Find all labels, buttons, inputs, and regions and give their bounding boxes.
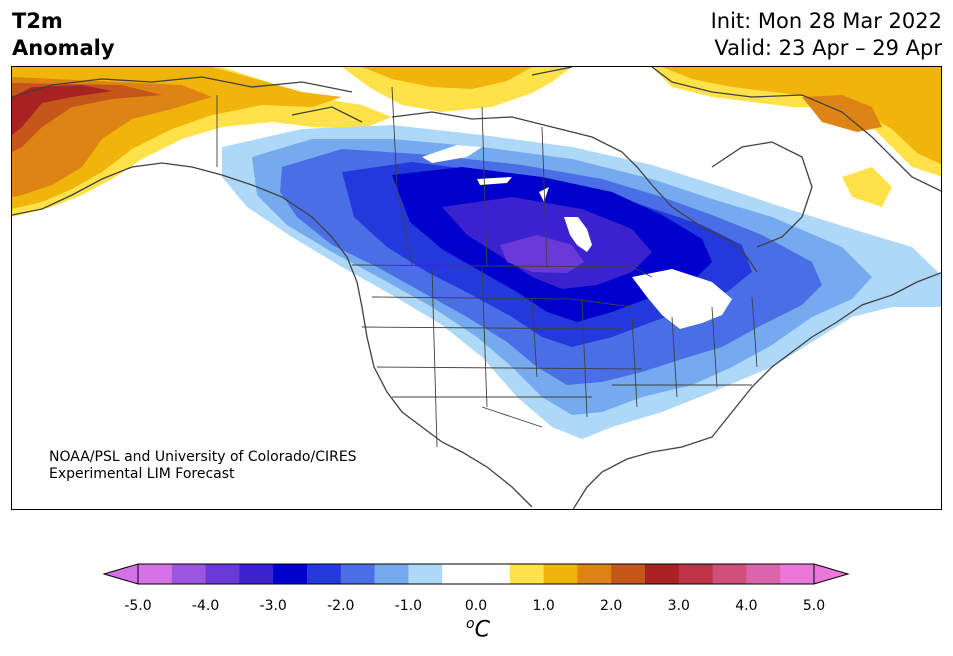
warm-region-arctic-2 bbox=[362, 67, 532, 89]
colorbar-cell bbox=[780, 564, 815, 584]
colorbar-tick-label: -1.0 bbox=[394, 598, 423, 614]
colorbar-tick-label: -3.0 bbox=[259, 598, 287, 614]
colorbar-tick-label: -5.0 bbox=[124, 598, 152, 614]
cold-anomaly-7 bbox=[500, 235, 584, 273]
colorbar-cell bbox=[340, 564, 376, 584]
colorbar bbox=[103, 563, 850, 585]
colorbar-cell bbox=[273, 564, 308, 584]
colorbar-tick-label: 0.0 bbox=[464, 598, 488, 614]
colorbar-cell bbox=[543, 564, 578, 584]
colorbar-cells bbox=[138, 564, 815, 584]
colorbar-cell bbox=[442, 564, 477, 584]
colorbar-units: oC bbox=[466, 616, 490, 642]
units-degree: o bbox=[466, 616, 475, 632]
colorbar-cell bbox=[645, 564, 680, 584]
title-anomaly: Anomaly bbox=[12, 36, 115, 60]
colorbar-cell bbox=[374, 564, 409, 584]
political-borders bbox=[216, 86, 758, 448]
warm-region-alaska-5 bbox=[12, 85, 112, 135]
colorbar-tick-label: 3.0 bbox=[667, 598, 690, 614]
init-date: Init: Mon 28 Mar 2022 bbox=[710, 9, 942, 33]
warm-region-labrador bbox=[842, 167, 892, 207]
colorbar-tick-label: 1.0 bbox=[532, 598, 555, 614]
valid-range: Valid: 23 Apr – 29 Apr bbox=[714, 36, 942, 60]
forecast-dates: Init: Mon 28 Mar 2022 Valid: 23 Apr – 29… bbox=[711, 8, 942, 62]
colorbar-cell bbox=[577, 564, 612, 584]
colorbar-cell bbox=[408, 564, 443, 584]
map-panel bbox=[11, 66, 942, 510]
colorbar-cell bbox=[205, 564, 240, 584]
great-lakes bbox=[632, 269, 732, 329]
colorbar-cell bbox=[138, 564, 173, 584]
units-celsius: C bbox=[474, 617, 490, 643]
colorbar-cell bbox=[678, 564, 714, 584]
colorbar-tick-label: -2.0 bbox=[327, 598, 355, 614]
colorbar-cell bbox=[712, 564, 747, 584]
colorbar-cell bbox=[509, 564, 545, 584]
colorbar-cell bbox=[476, 564, 511, 584]
warm-region-greenland-3 bbox=[802, 95, 882, 132]
anomaly-map bbox=[12, 67, 941, 509]
colorbar-outline bbox=[137, 563, 815, 585]
colorbar-cell bbox=[171, 564, 207, 584]
credit-line-1: NOAA/PSL and University of Colorado/CIRE… bbox=[49, 449, 357, 465]
plot-title: T2m Anomaly bbox=[12, 8, 115, 62]
colorbar-tick-label: 2.0 bbox=[600, 598, 623, 614]
colorbar-cell bbox=[611, 564, 646, 584]
colorbar-over-arrow bbox=[813, 563, 850, 585]
colorbar-tick-label: -4.0 bbox=[191, 598, 220, 614]
credit-line-2: Experimental LIM Forecast bbox=[49, 466, 235, 482]
credit-text: NOAA/PSL and University of Colorado/CIRE… bbox=[49, 449, 357, 483]
colorbar-under-arrow bbox=[103, 563, 139, 585]
colorbar-tick-label: 5.0 bbox=[802, 598, 826, 614]
coastlines bbox=[12, 67, 941, 509]
hudson-bay-shape bbox=[564, 217, 592, 252]
colorbar-cell bbox=[746, 564, 781, 584]
lake-shape-2 bbox=[477, 177, 512, 185]
warm-region-greenland-2 bbox=[662, 67, 941, 165]
colorbar-cell bbox=[307, 564, 342, 584]
colorbar-cell bbox=[239, 564, 274, 584]
title-variable: T2m bbox=[12, 9, 63, 33]
lake-shape-north bbox=[422, 145, 482, 163]
colorbar-tick-label: 4.0 bbox=[735, 598, 758, 614]
